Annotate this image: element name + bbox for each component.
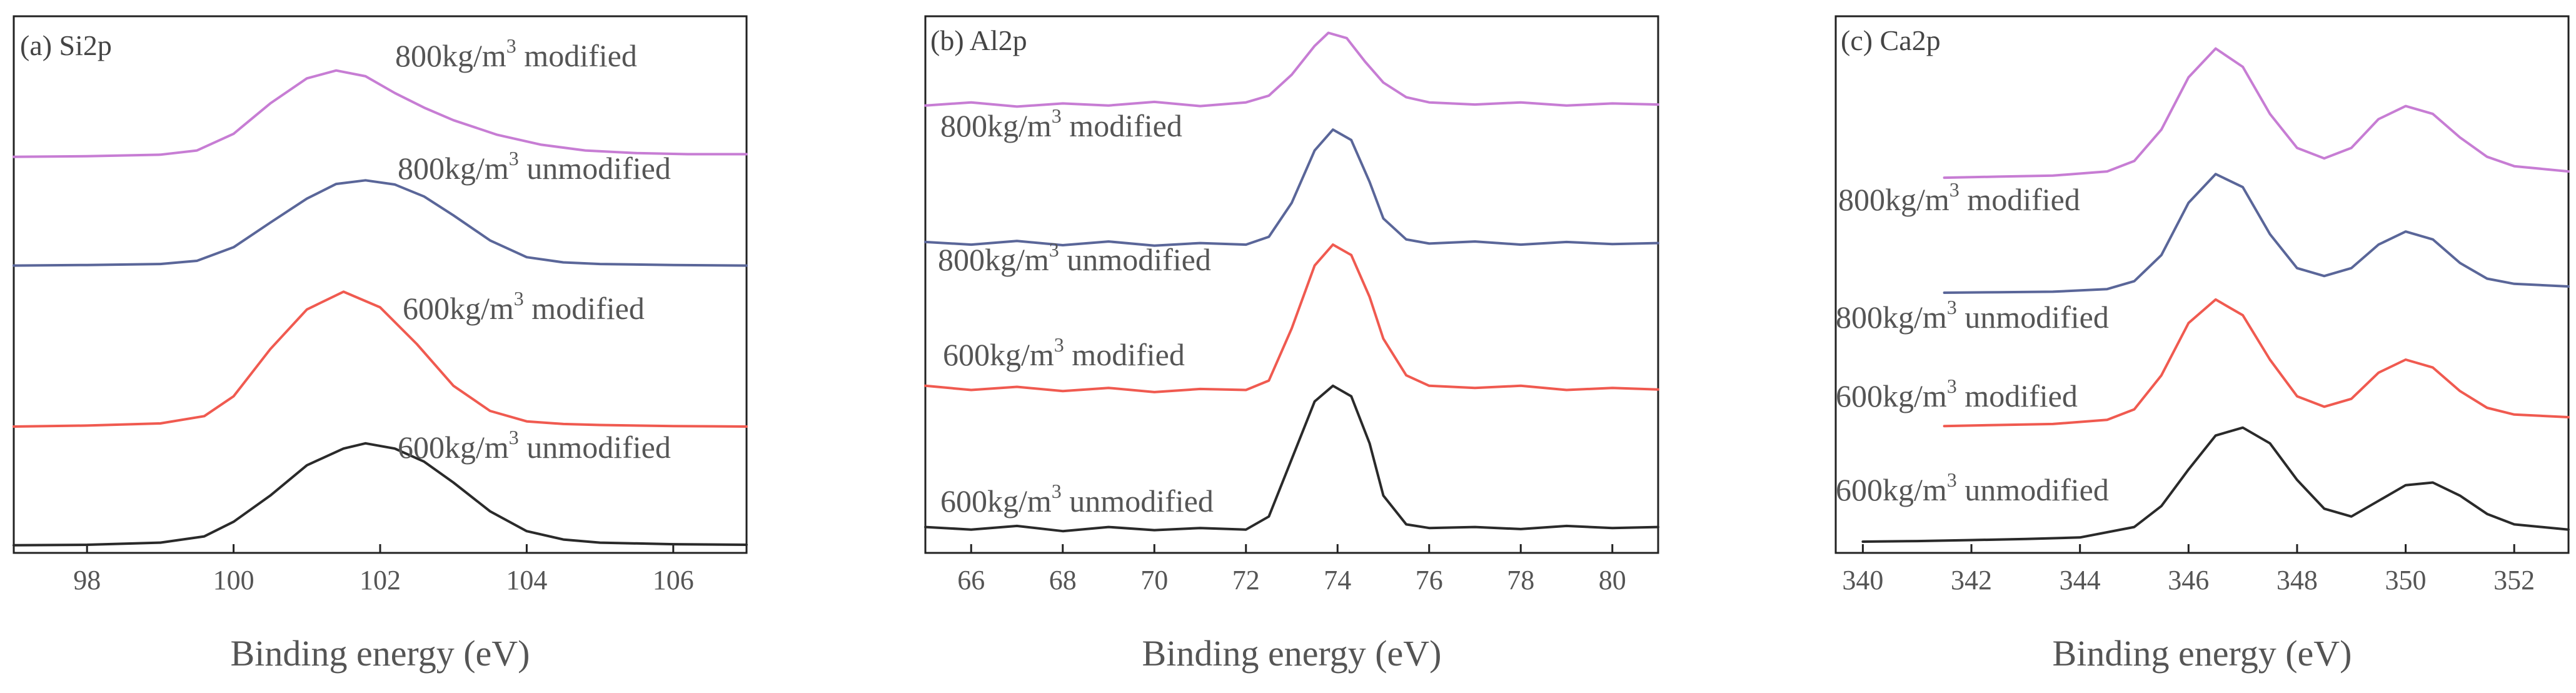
x-axis-title-ca2p: Binding energy (eV) [2053, 633, 2352, 674]
series-line-al2p-600-unmodified [924, 384, 1659, 533]
x-tick-label-ca2p-348: 348 [2277, 565, 2318, 595]
panel-si2p: 98 100 102 104 106 (a) Si2p Binding energy (… [13, 15, 748, 674]
x-tick-label-si2p-106: 106 [653, 565, 694, 595]
series-line-ca2p-800-unmodified [1943, 173, 2570, 294]
series-line-si2p-600-unmodified [13, 442, 748, 547]
panel-title-ca2p: (c) Ca2p [1841, 24, 1941, 56]
curve-label-ca2p-800-unmodified: 800kg/m3 unmodified [1836, 296, 2109, 335]
curve-label-al2p-800-unmodified: 800kg/m3 unmodified [938, 238, 1211, 277]
x-tick-label-al2p-72: 72 [1232, 565, 1260, 595]
curve-label-si2p-800-unmodified: 800kg/m3 unmodified [398, 147, 671, 186]
x-tick-label-al2p-68: 68 [1049, 565, 1077, 595]
x-tick-label-si2p-98: 98 [73, 565, 101, 595]
x-tick-label-ca2p-352: 352 [2493, 565, 2535, 595]
curve-label-al2p-600-unmodified: 600kg/m3 unmodified [940, 480, 1214, 518]
x-tick-label-al2p-80: 80 [1599, 565, 1626, 595]
series-line-al2p-800-unmodified [924, 128, 1659, 247]
curve-label-si2p-600-unmodified: 600kg/m3 unmodified [398, 426, 671, 465]
x-tick-label-ca2p-350: 350 [2385, 565, 2427, 595]
series-line-al2p-600-modified [924, 243, 1659, 393]
plot-frame-al2p [924, 15, 1659, 554]
series-line-ca2p-600-modified [1943, 298, 2570, 428]
series-line-ca2p-800-modified [1943, 47, 2570, 180]
x-tick-label-al2p-66: 66 [957, 565, 985, 595]
x-tick-label-al2p-70: 70 [1140, 565, 1168, 595]
curve-label-al2p-800-modified: 800kg/m3 modified [940, 104, 1182, 143]
curve-label-si2p-800-modified: 800kg/m3 modified [395, 34, 637, 73]
x-tick-label-al2p-74: 74 [1324, 565, 1351, 595]
x-tick-label-si2p-100: 100 [213, 565, 254, 595]
curve-label-ca2p-600-unmodified: 600kg/m3 unmodified [1836, 468, 2109, 507]
x-axis-title-al2p: Binding energy (eV) [1142, 633, 1442, 674]
series-line-si2p-800-unmodified [13, 179, 748, 267]
x-axis-title-si2p: Binding energy (eV) [231, 633, 530, 674]
x-tick-label-ca2p-342: 342 [1951, 565, 1992, 595]
plot-frame-si2p [13, 15, 748, 554]
series-line-al2p-800-modified [924, 31, 1659, 108]
plot-frame-ca2p [1834, 15, 2570, 554]
curve-label-ca2p-600-modified: 600kg/m3 modified [1836, 375, 2078, 413]
panel-title-si2p: (a) Si2p [20, 29, 112, 61]
x-tick-label-al2p-76: 76 [1416, 565, 1443, 595]
x-tick-label-al2p-78: 78 [1507, 565, 1534, 595]
curve-label-al2p-600-modified: 600kg/m3 modified [943, 333, 1185, 372]
panel-title-al2p: (b) Al2p [930, 24, 1027, 56]
x-tick-label-ca2p-340: 340 [1842, 565, 1883, 595]
x-tick-label-si2p-102: 102 [360, 565, 401, 595]
x-tick-label-ca2p-344: 344 [2060, 565, 2101, 595]
series-line-ca2p-600-unmodified [1861, 426, 2570, 543]
series-line-si2p-800-modified [13, 69, 748, 158]
series-line-si2p-600-modified [13, 290, 748, 428]
panel-ca2p: 340 342 344 346 348 350 352 (c) Ca2p Binding e… [1834, 15, 2570, 674]
curve-label-si2p-600-modified: 600kg/m3 modified [403, 287, 645, 326]
panel-al2p: 66 68 70 72 74 76 78 80 (b) Al2p Binding energy… [924, 15, 1659, 674]
x-tick-label-ca2p-346: 346 [2168, 565, 2209, 595]
curve-label-ca2p-800-modified: 800kg/m3 modified [1838, 178, 2080, 217]
x-tick-label-si2p-104: 104 [506, 565, 547, 595]
